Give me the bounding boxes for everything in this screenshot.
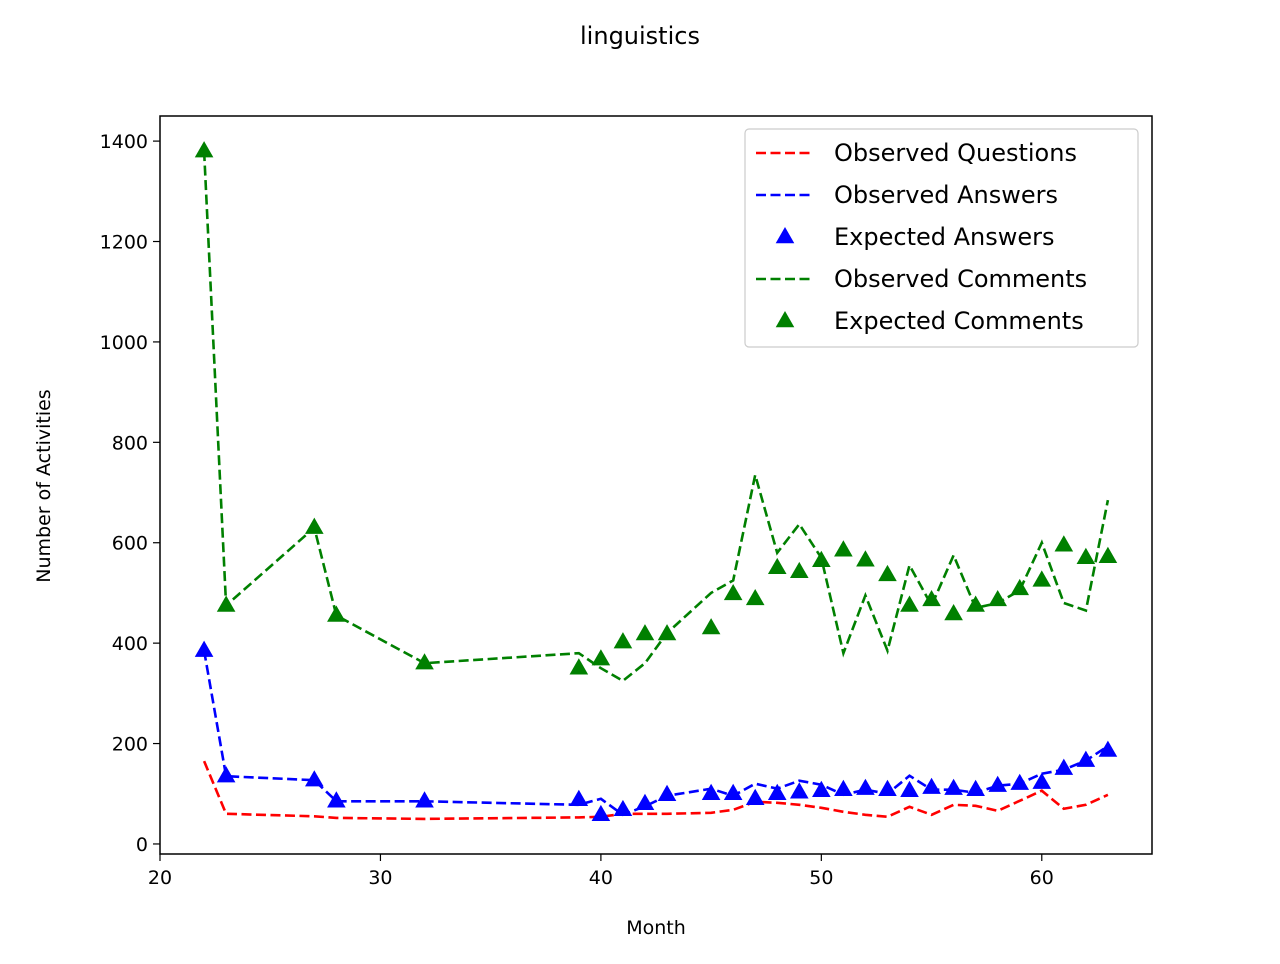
legend-item-observed-questions: Observed Questions	[756, 139, 1077, 167]
data-point	[591, 804, 611, 822]
legend-label: Observed Questions	[834, 139, 1077, 167]
series-observed-questions	[202, 760, 1109, 821]
data-point	[834, 779, 853, 796]
plot-frame	[159, 115, 1153, 855]
data-point	[1032, 570, 1052, 587]
y-tick-label: 0	[136, 834, 148, 856]
y-tick-label: 400	[112, 633, 148, 655]
data-point	[701, 618, 721, 635]
data-point	[327, 605, 346, 622]
data-point	[878, 779, 897, 796]
data-point	[856, 778, 875, 795]
legend-box	[744, 128, 1139, 348]
data-point	[723, 583, 743, 601]
data-point	[745, 588, 765, 606]
data-point	[1032, 772, 1052, 789]
legend-item-observed-answers: Observed Answers	[756, 181, 1058, 209]
data-point	[657, 624, 677, 641]
data-point	[613, 632, 633, 649]
data-point	[657, 784, 677, 801]
data-point	[1010, 578, 1030, 596]
data-point	[767, 783, 787, 800]
data-point	[1098, 740, 1118, 757]
chart-title: linguistics	[580, 22, 700, 50]
legend-item-expected-comments: Expected Comments	[775, 307, 1084, 335]
x-tick-label: 30	[368, 867, 392, 889]
y-tick-label: 600	[112, 533, 148, 555]
data-point	[1010, 773, 1030, 790]
data-point	[900, 595, 919, 612]
legend: Observed Questions Observed Answers Expect…	[744, 128, 1139, 348]
data-point	[635, 793, 655, 810]
data-point	[988, 775, 1007, 792]
data-point	[216, 766, 236, 783]
data-point	[966, 595, 985, 612]
legend-label: Observed Comments	[834, 265, 1087, 293]
data-point	[1076, 750, 1096, 767]
legend-item-expected-answers: Expected Answers	[775, 223, 1055, 251]
y-tick-label: 1000	[100, 332, 148, 354]
data-point	[305, 770, 324, 787]
data-point	[194, 640, 214, 657]
y-tick-label: 200	[112, 734, 148, 756]
series-line	[202, 760, 1109, 821]
data-point	[1076, 547, 1096, 564]
x-tick-label: 60	[1030, 867, 1054, 889]
series-observed-answers	[202, 650, 1109, 817]
data-point	[856, 550, 875, 567]
y-tick-label: 1200	[100, 232, 148, 254]
data-point	[878, 564, 897, 582]
legend-swatch	[775, 311, 795, 328]
data-point	[922, 777, 941, 794]
data-point	[723, 783, 743, 800]
series-line	[202, 650, 1109, 817]
data-point	[194, 141, 214, 158]
data-point	[767, 557, 787, 575]
data-point	[569, 658, 589, 675]
data-point	[966, 779, 985, 796]
data-point	[900, 780, 919, 797]
data-point	[834, 540, 853, 557]
y-tick-label: 800	[112, 432, 148, 454]
data-point	[415, 791, 434, 808]
data-point	[1054, 758, 1074, 775]
data-point	[635, 624, 655, 641]
series-expected-answers	[194, 640, 1118, 822]
x-tick-label: 20	[148, 867, 172, 889]
data-point	[944, 778, 963, 795]
data-point	[216, 595, 236, 612]
data-point	[613, 799, 633, 817]
legend-label: Expected Comments	[834, 307, 1084, 335]
x-axis-label: Month	[626, 917, 686, 939]
data-point	[415, 653, 434, 670]
data-point	[305, 517, 324, 534]
data-point	[591, 649, 611, 666]
y-axis-label: Number of Activities	[33, 389, 55, 582]
plot-area	[194, 141, 1118, 822]
legend-label: Expected Answers	[834, 223, 1055, 251]
x-tick-label: 50	[809, 867, 833, 889]
x-tick-label: 40	[589, 867, 613, 889]
data-point	[1098, 546, 1118, 563]
data-point	[701, 783, 721, 800]
y-tick-label: 1400	[100, 131, 148, 153]
legend-item-observed-comments: Observed Comments	[756, 265, 1087, 293]
data-point	[789, 561, 809, 579]
data-point	[944, 604, 963, 621]
data-point	[327, 791, 346, 808]
data-point	[812, 550, 831, 568]
legend-swatch	[775, 227, 795, 244]
data-point	[1054, 535, 1074, 552]
data-point	[745, 788, 765, 805]
data-point	[569, 789, 589, 806]
data-point	[922, 589, 941, 607]
legend-label: Observed Answers	[834, 181, 1058, 209]
data-point	[988, 589, 1007, 607]
data-point	[789, 782, 809, 799]
series-expected-comments	[194, 141, 1118, 675]
data-point	[812, 780, 831, 797]
